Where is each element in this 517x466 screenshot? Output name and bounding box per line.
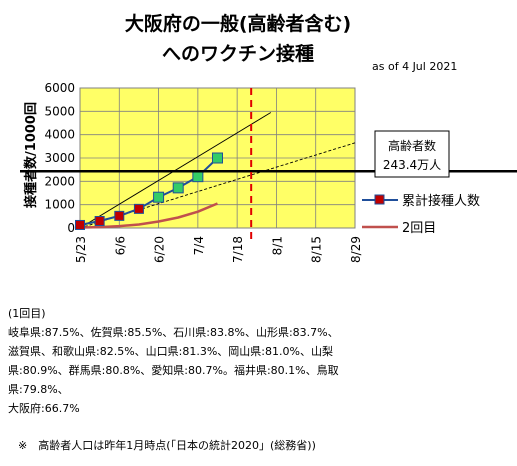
elderly-population-label: 高齢者数 xyxy=(388,138,436,153)
x-tick-label: 7/4 xyxy=(192,236,206,255)
y-axis-label: 接種者数/1000回 xyxy=(23,102,39,208)
legend: 累計接種人数 2回目 xyxy=(362,193,480,236)
x-tick-labels: 5/23 6/6 6/20 7/4 7/18 8/1 8/15 8/29 xyxy=(74,236,363,263)
chart-title-line2: へのワクチン接種 xyxy=(162,43,314,65)
x-tick-label: 8/15 xyxy=(310,236,324,263)
series-line-second-dose xyxy=(79,202,218,229)
data-point-cumulative xyxy=(153,191,165,203)
legend-cumulative-label: 累計接種人数 xyxy=(402,193,480,209)
y-tick-label: 5000 xyxy=(44,104,75,118)
x-tick-label: 7/18 xyxy=(231,236,245,263)
chart-title-line1: 大阪府の一般(高齢者含む) xyxy=(125,12,351,35)
data-point-cumulative xyxy=(192,171,204,183)
x-tick-label: 5/23 xyxy=(74,236,88,263)
notes-header: (1回目) xyxy=(8,307,46,320)
y-tick-label: 1000 xyxy=(44,198,75,212)
y-tick-label: 4000 xyxy=(44,128,75,142)
as-of-label: as of 4 Jul 2021 xyxy=(372,60,457,73)
footnote: ※ 高齢者人口は昨年1月時点(「日本の統計2020」(総務省)) xyxy=(18,439,316,452)
data-point-cumulative xyxy=(114,210,125,221)
x-tick-label: 6/6 xyxy=(113,236,127,255)
notes-line: 大阪府:66.7% xyxy=(8,402,80,415)
y-tick-label: 6000 xyxy=(44,81,75,95)
notes-line: 県:79.8%、 xyxy=(8,383,69,396)
y-tick-label: 2000 xyxy=(44,174,75,188)
data-point-cumulative xyxy=(212,152,223,164)
x-tick-label: 6/20 xyxy=(153,236,167,263)
legend-second-dose-label: 2回目 xyxy=(402,221,436,236)
notes-line: 岐阜県:87.5%、佐賀県:85.5%、石川県:83.8%、山形県:83.7%、 xyxy=(8,326,339,339)
vaccination-chart: 大阪府の一般(高齢者含む) へのワクチン接種 as of 4 Jul 2021 … xyxy=(20,12,517,263)
elderly-population-value: 243.4万人 xyxy=(383,158,441,172)
x-tick-label: 8/29 xyxy=(349,236,363,263)
y-tick-labels: 0 1000 2000 3000 4000 5000 6000 xyxy=(44,81,75,235)
elderly-population-box xyxy=(374,130,450,178)
notes-section: (1回目) 岐阜県:87.5%、佐賀県:85.5%、石川県:83.8%、山形県:… xyxy=(8,304,508,418)
notes-line: 県:80.9%、群馬県:80.8%、愛知県:80.7%。福井県:80.1%、鳥取 xyxy=(8,364,339,377)
y-tick-label: 0 xyxy=(67,221,75,235)
series-lines xyxy=(75,152,223,230)
data-point-cumulative xyxy=(133,203,144,214)
notes-line: 滋賀県、和歌山県:82.5%、山口県:81.3%、岡山県:81.0%、山梨 xyxy=(8,345,333,358)
x-tick-label: 8/1 xyxy=(270,236,284,255)
grid-lines xyxy=(79,87,356,229)
y-tick-label: 3000 xyxy=(44,151,75,165)
data-point-cumulative xyxy=(172,182,184,194)
data-point-cumulative xyxy=(94,216,105,226)
data-point-cumulative xyxy=(75,219,85,230)
legend-cumulative-marker xyxy=(374,194,385,205)
